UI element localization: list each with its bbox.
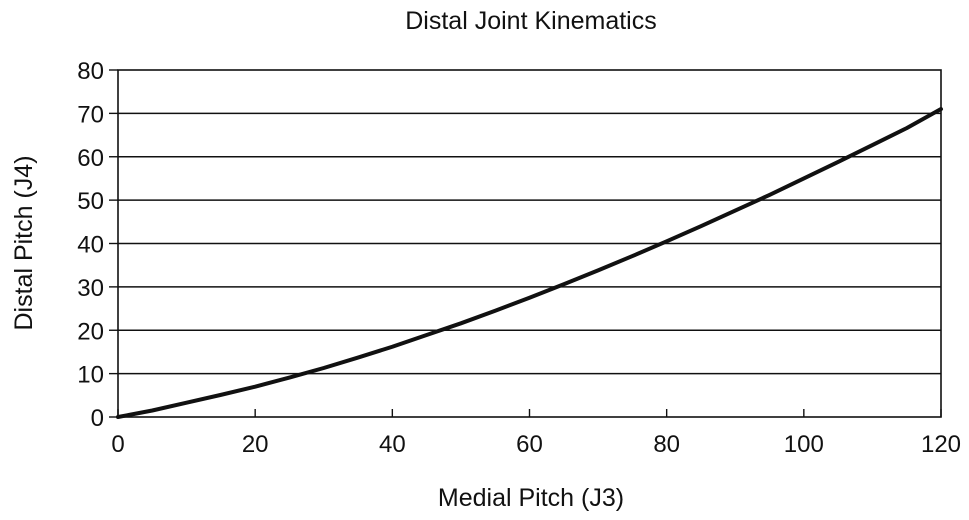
- x-tick-label: 40: [379, 431, 406, 458]
- x-tick-label: 100: [784, 431, 824, 458]
- y-tick-label: 60: [77, 145, 104, 172]
- x-tick-label: 20: [242, 431, 269, 458]
- y-axis-label: Distal Pitch (J4): [10, 155, 38, 330]
- x-tick-label: 80: [653, 431, 680, 458]
- series-line: [116, 107, 943, 419]
- y-tick-label: 70: [77, 101, 104, 128]
- gridlines: [118, 112, 941, 375]
- x-tick-label: 0: [111, 431, 124, 458]
- x-tick-label: 60: [516, 431, 543, 458]
- y-tick-label: 20: [77, 318, 104, 345]
- x-axis-label: Medial Pitch (J3): [438, 484, 624, 512]
- y-tick-label: 30: [77, 275, 104, 302]
- y-tick-label: 80: [77, 58, 104, 85]
- axis-ticks: [109, 69, 942, 418]
- y-tick-label: 40: [77, 232, 104, 259]
- y-tick-label: 0: [91, 405, 104, 432]
- tick-labels: 0 10 20 30 40 50 60 70 80 0 20 40 60 80 100 120: [77, 58, 961, 458]
- x-tick-label: 120: [921, 431, 961, 458]
- y-tick-label: 50: [77, 188, 104, 215]
- y-tick-label: 10: [77, 362, 104, 389]
- chart-title: Distal Joint Kinematics: [405, 7, 656, 35]
